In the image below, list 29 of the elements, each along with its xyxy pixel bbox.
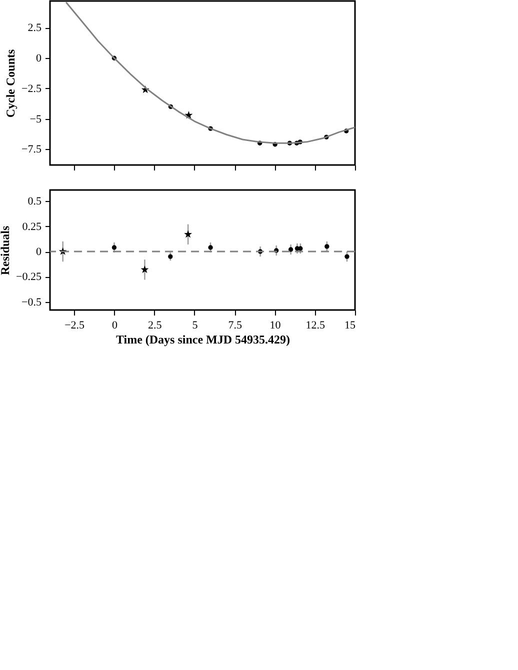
- point: [140, 265, 149, 274]
- y-axis-title: Cycle Counts: [4, 49, 18, 118]
- point: [344, 254, 350, 259]
- point: [112, 245, 117, 250]
- y-tick-label: −0.25: [16, 271, 42, 284]
- y-tick-label: −7.5: [22, 144, 42, 156]
- y-tick-label: −5: [30, 113, 42, 126]
- y-tick-label: 0.25: [22, 220, 42, 233]
- point: [324, 244, 330, 249]
- y-axis-title: Residuals: [0, 226, 12, 276]
- y-tick-label: 0.5: [28, 196, 42, 208]
- x-axis-title: Time (Days since MJD 54935.429): [116, 332, 290, 346]
- y-tick-label: 0: [36, 52, 42, 65]
- point: [184, 230, 192, 238]
- point: [288, 247, 294, 252]
- x-tick-label: 12.5: [306, 320, 326, 332]
- x-tick-label: 0: [112, 320, 118, 332]
- y-tick-label: 0: [36, 246, 42, 258]
- x-tick-label: −2.5: [64, 320, 86, 332]
- y-tick-label: −2.5: [22, 82, 42, 95]
- y-tick-label: −0.5: [22, 296, 42, 308]
- x-tick-label: 2.5: [148, 320, 162, 332]
- point: [208, 245, 213, 250]
- point: [298, 246, 303, 251]
- x-tick-label: 7.5: [228, 320, 242, 332]
- y-tick-label: 2.5: [28, 22, 42, 34]
- x-tick-label: 15: [344, 320, 356, 332]
- x-tick-label: 10: [270, 320, 282, 332]
- x-tick-label: 5: [192, 320, 198, 332]
